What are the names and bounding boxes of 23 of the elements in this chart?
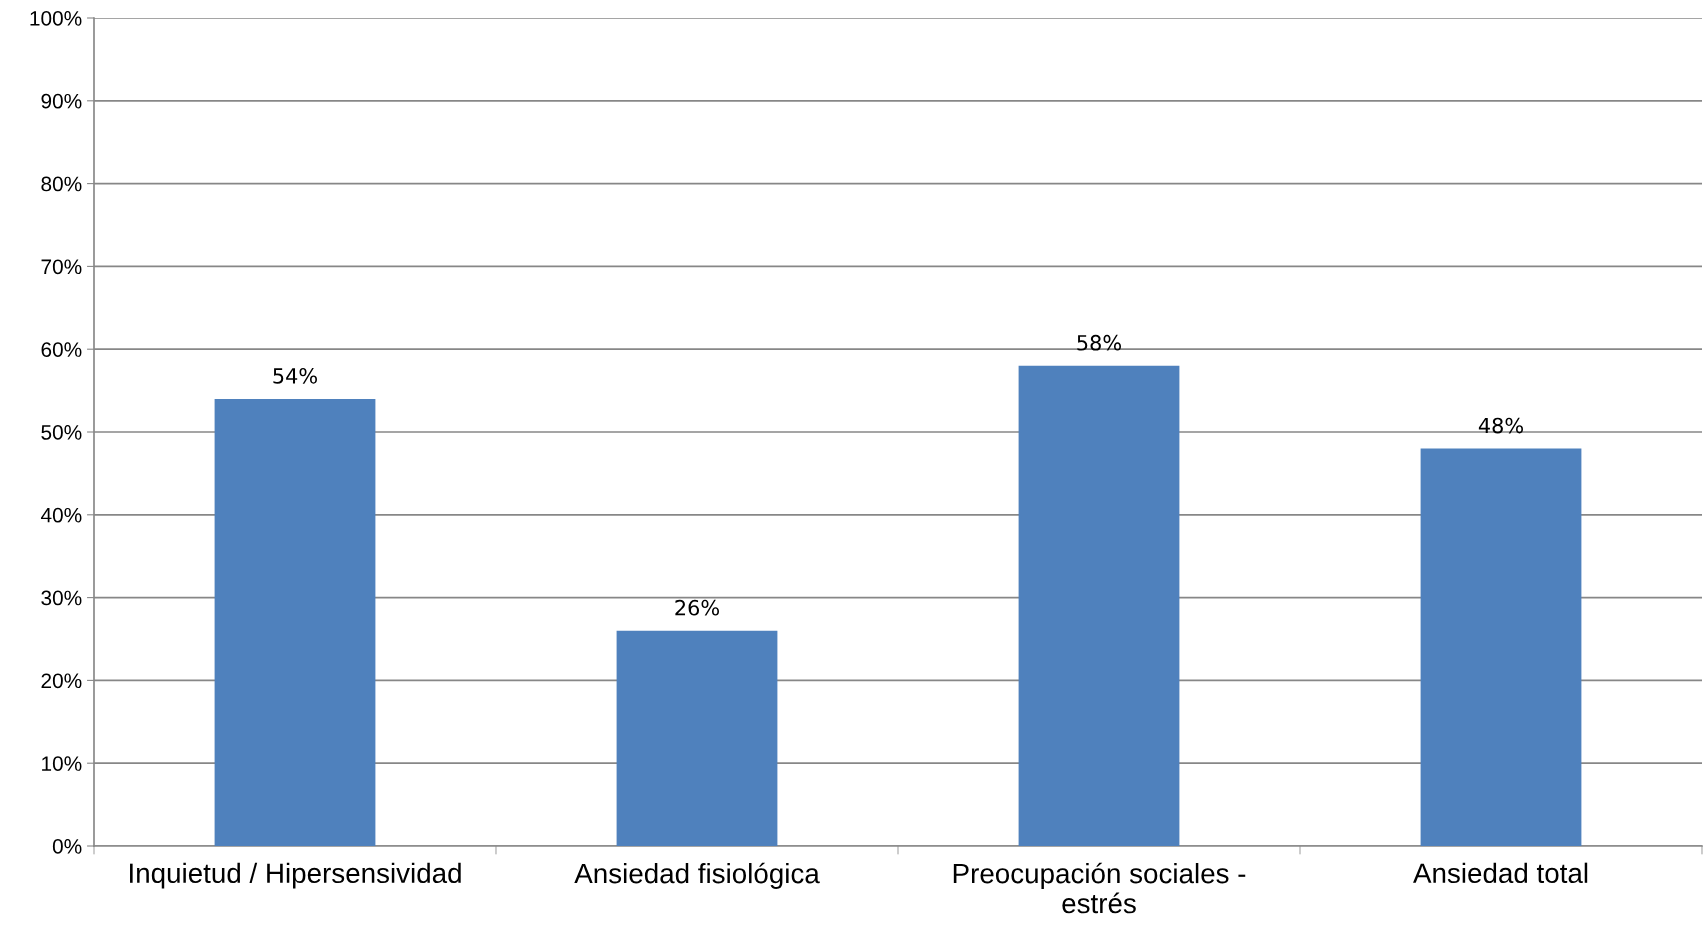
data-label: 48% xyxy=(1478,417,1523,434)
y-tick-label: 20% xyxy=(41,673,82,689)
y-tick-label: 40% xyxy=(40,507,82,523)
bar xyxy=(1018,365,1180,846)
bar xyxy=(214,398,376,846)
y-tick-label: 0% xyxy=(52,839,82,854)
y-tick-label: 30% xyxy=(41,590,82,606)
y-tick-label: 10% xyxy=(42,756,82,771)
x-tick-label: Ansiedad fisiológica xyxy=(574,862,820,889)
y-tick-label: 90% xyxy=(41,93,82,109)
y-tick-label: 50% xyxy=(41,425,82,440)
y-tick-label: 80% xyxy=(41,176,82,192)
x-tick-label: Inquietud / Hipersensividad xyxy=(130,862,461,889)
bar xyxy=(1420,448,1582,846)
x-tick-label: Ansiedad total xyxy=(1413,862,1588,884)
y-tick-label: 100% xyxy=(30,11,82,26)
data-label: 26% xyxy=(675,599,719,616)
y-tick-label: 70% xyxy=(41,259,82,275)
data-label: 58% xyxy=(1077,334,1121,351)
x-tick-label: Preocupación sociales - estrés xyxy=(953,862,1246,914)
y-tick-label: 60% xyxy=(41,342,82,357)
data-label: 54% xyxy=(273,367,317,384)
bar xyxy=(616,630,778,846)
